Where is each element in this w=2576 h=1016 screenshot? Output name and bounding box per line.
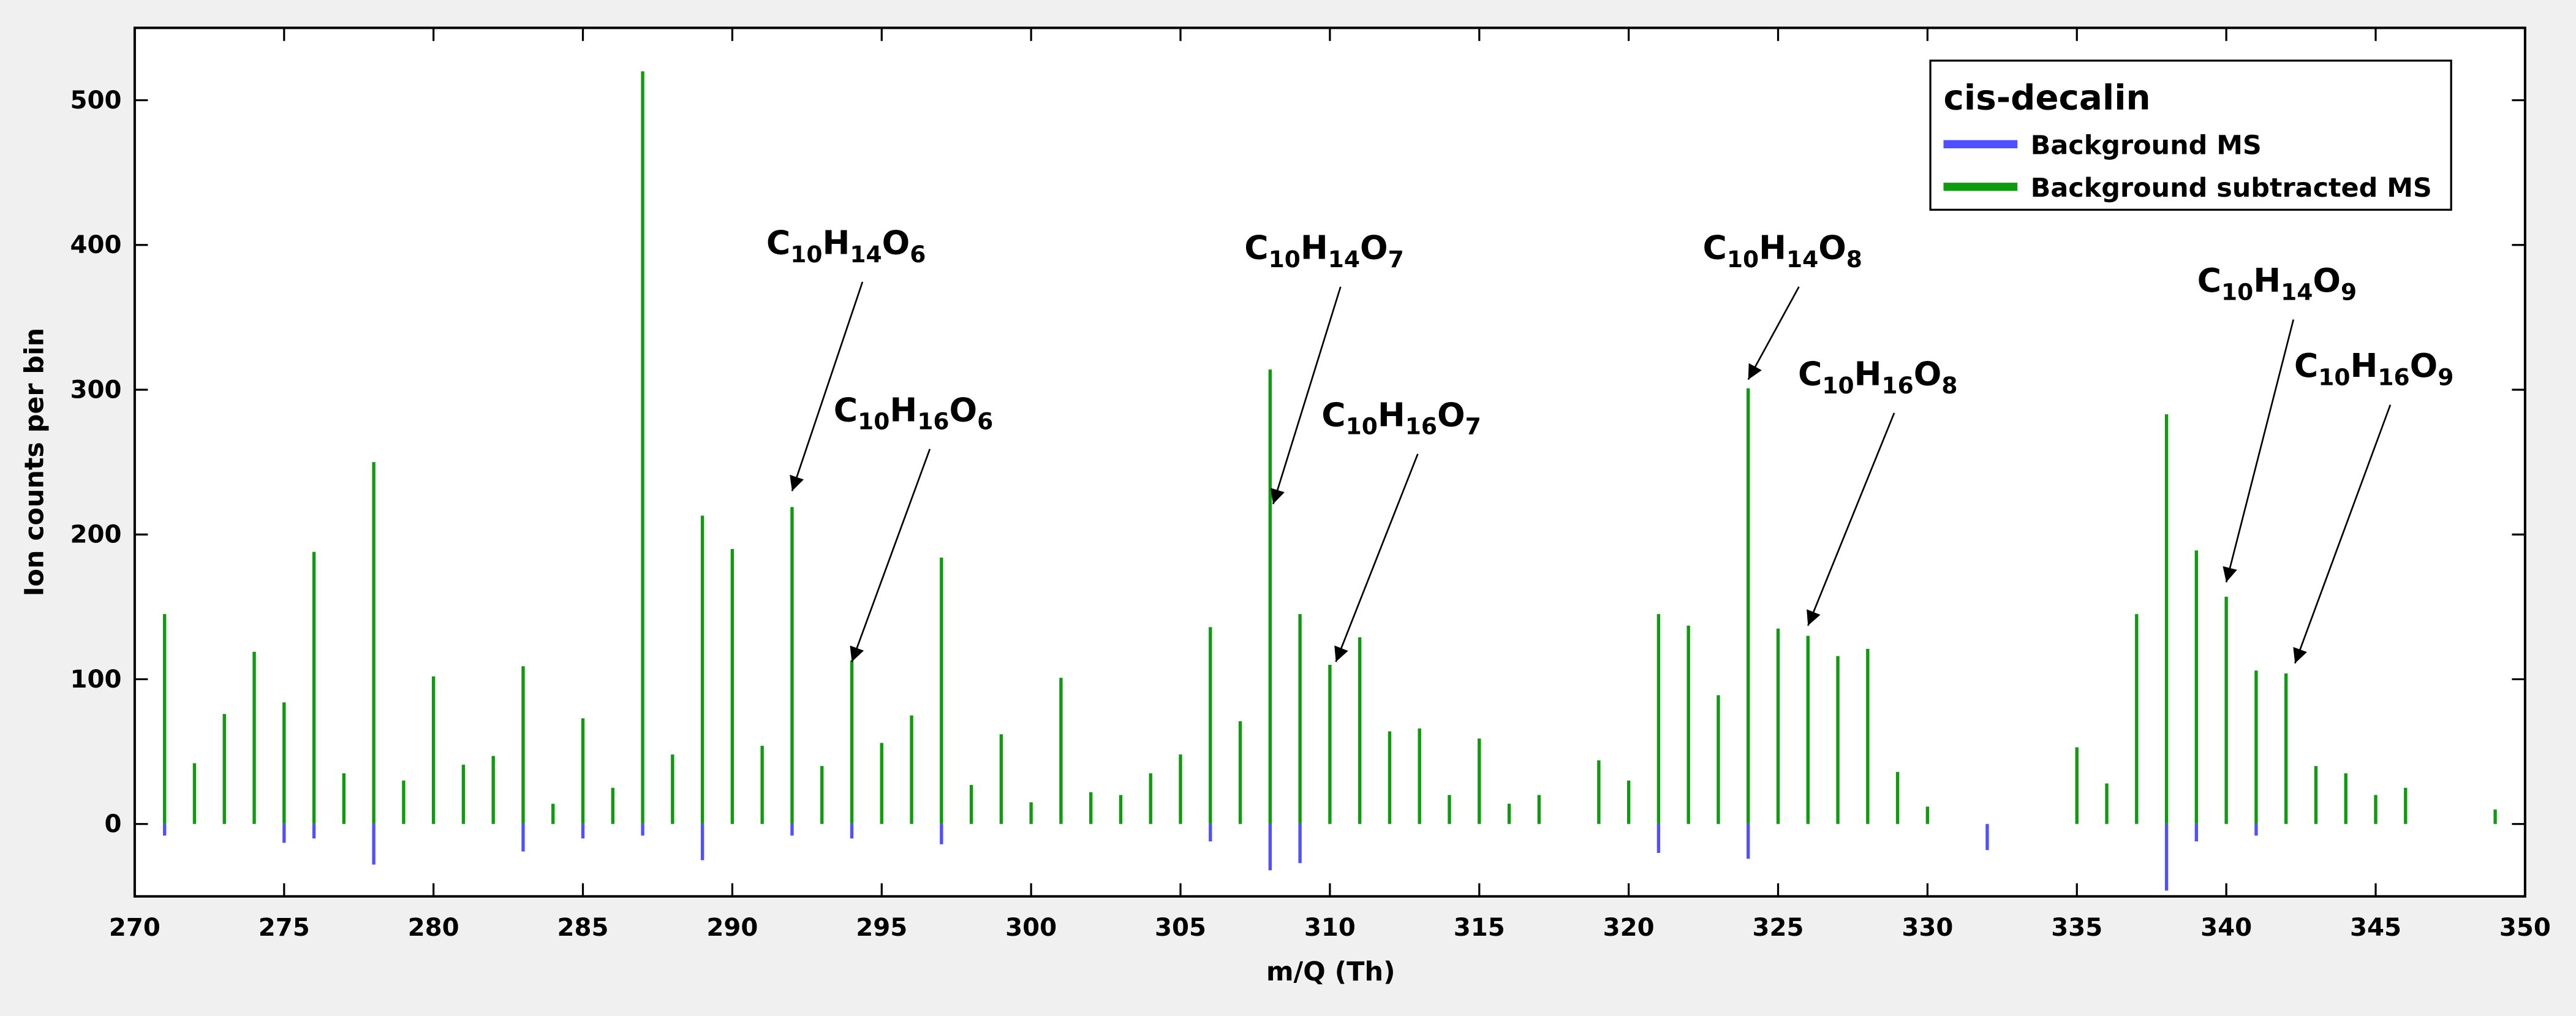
x-tick-label: 295	[856, 914, 907, 942]
annotation-arrow	[790, 281, 864, 491]
x-tick-label: 290	[706, 914, 758, 942]
legend-label: Background subtracted MS	[2031, 173, 2432, 203]
element-symbol: O	[2410, 346, 2438, 385]
element-symbol: C	[1244, 229, 1268, 267]
annotation-arrow	[1270, 286, 1342, 505]
marks	[162, 71, 2497, 891]
subscript: 9	[2341, 278, 2357, 305]
element-symbol: C	[2197, 261, 2221, 300]
element-symbol: C	[766, 224, 790, 262]
y-tick-label: 300	[70, 376, 122, 404]
x-tick-label: 275	[259, 914, 310, 942]
subscript: 14	[2281, 278, 2313, 305]
subscript: 10	[2318, 363, 2350, 390]
x-tick-label: 335	[2051, 914, 2102, 942]
subscript: 16	[1405, 413, 1437, 440]
subscript: 14	[1786, 246, 1818, 273]
x-tick-label: 320	[1603, 914, 1655, 942]
x-tick-label: 330	[1902, 914, 1953, 942]
subscript: 16	[2378, 363, 2409, 390]
x-tick-label: 315	[1454, 914, 1505, 942]
annotation-label: C10H14O8	[1702, 229, 1862, 273]
x-tick-label: 350	[2499, 914, 2551, 942]
element-symbol: H	[2253, 261, 2281, 300]
element-symbol: O	[1818, 229, 1846, 267]
x-tick-label: 300	[1005, 914, 1057, 942]
element-symbol: C	[1702, 229, 1726, 267]
y-tick-label: 100	[70, 665, 122, 694]
annotation-label: C10H14O9	[2197, 261, 2357, 305]
element-symbol: H	[890, 390, 917, 429]
annotation-label: C10H16O8	[1798, 355, 1957, 399]
element-symbol: C	[2294, 346, 2318, 385]
x-tick-label: 345	[2350, 914, 2401, 942]
subscript: 10	[1269, 246, 1301, 273]
element-symbol: H	[1301, 229, 1328, 267]
element-symbol: O	[950, 390, 978, 429]
subscript: 7	[1388, 246, 1404, 273]
annotation-arrow	[1807, 412, 1895, 626]
y-tick-label: 400	[70, 231, 122, 259]
subscript: 16	[1882, 372, 1914, 399]
y-tick-label: 0	[104, 810, 121, 838]
x-tick-label: 305	[1155, 914, 1206, 942]
element-symbol: H	[1378, 395, 1405, 434]
subscript: 10	[1727, 246, 1759, 273]
subscript: 6	[977, 408, 993, 435]
annotation-label: C10H16O9	[2294, 346, 2453, 390]
x-tick-label: 285	[557, 914, 609, 942]
element-symbol: C	[1798, 355, 1822, 393]
subscript: 16	[917, 408, 949, 435]
element-symbol: H	[1854, 355, 1882, 393]
element-symbol: H	[1759, 229, 1786, 267]
subscript: 14	[850, 241, 882, 268]
annotation-arrow	[850, 449, 931, 662]
element-symbol: O	[1437, 395, 1465, 434]
x-axis-label: m/Q (Th)	[1266, 957, 1396, 987]
annotation-label: C10H16O6	[834, 390, 993, 434]
subscript: 14	[1328, 246, 1360, 273]
x-tick-label: 340	[2200, 914, 2252, 942]
annotation-arrow	[1334, 453, 1419, 662]
subscript: 6	[910, 241, 926, 268]
annotation-label: C10H14O6	[766, 224, 926, 268]
y-tick-label: 500	[70, 86, 122, 115]
subscript: 10	[858, 408, 890, 435]
element-symbol: O	[1914, 355, 1942, 393]
x-tick-label: 325	[1753, 914, 1804, 942]
element-symbol: O	[882, 224, 910, 262]
subscript: 9	[2438, 363, 2453, 390]
y-axis-label: Ion counts per bin	[19, 328, 50, 596]
element-symbol: H	[822, 224, 850, 262]
subscript: 10	[790, 241, 822, 268]
element-symbol: O	[1360, 229, 1388, 267]
annotation-arrow	[2223, 319, 2295, 583]
annotation-arrow	[2293, 404, 2392, 664]
subscript: 7	[1465, 413, 1481, 440]
subscript: 10	[1822, 372, 1854, 399]
subscript: 8	[1941, 372, 1957, 399]
annotation-label: C10H16O7	[1321, 395, 1481, 439]
y-tick-label: 200	[70, 521, 122, 549]
x-tick-label: 280	[408, 914, 459, 942]
legend-title: cis-decalin	[1944, 78, 2151, 118]
annotation-arrow	[1747, 286, 1800, 381]
x-tick-label: 270	[109, 914, 161, 942]
legend-label: Background MS	[2031, 130, 2262, 161]
element-symbol: O	[2313, 261, 2341, 300]
element-symbol: H	[2351, 346, 2378, 385]
element-symbol: C	[1321, 395, 1345, 434]
element-symbol: C	[834, 390, 858, 429]
subscript: 10	[2221, 278, 2253, 305]
x-tick-label: 310	[1304, 914, 1356, 942]
subscript: 10	[1346, 413, 1378, 440]
subscript: 8	[1846, 246, 1862, 273]
annotation-label: C10H14O7	[1244, 229, 1403, 273]
